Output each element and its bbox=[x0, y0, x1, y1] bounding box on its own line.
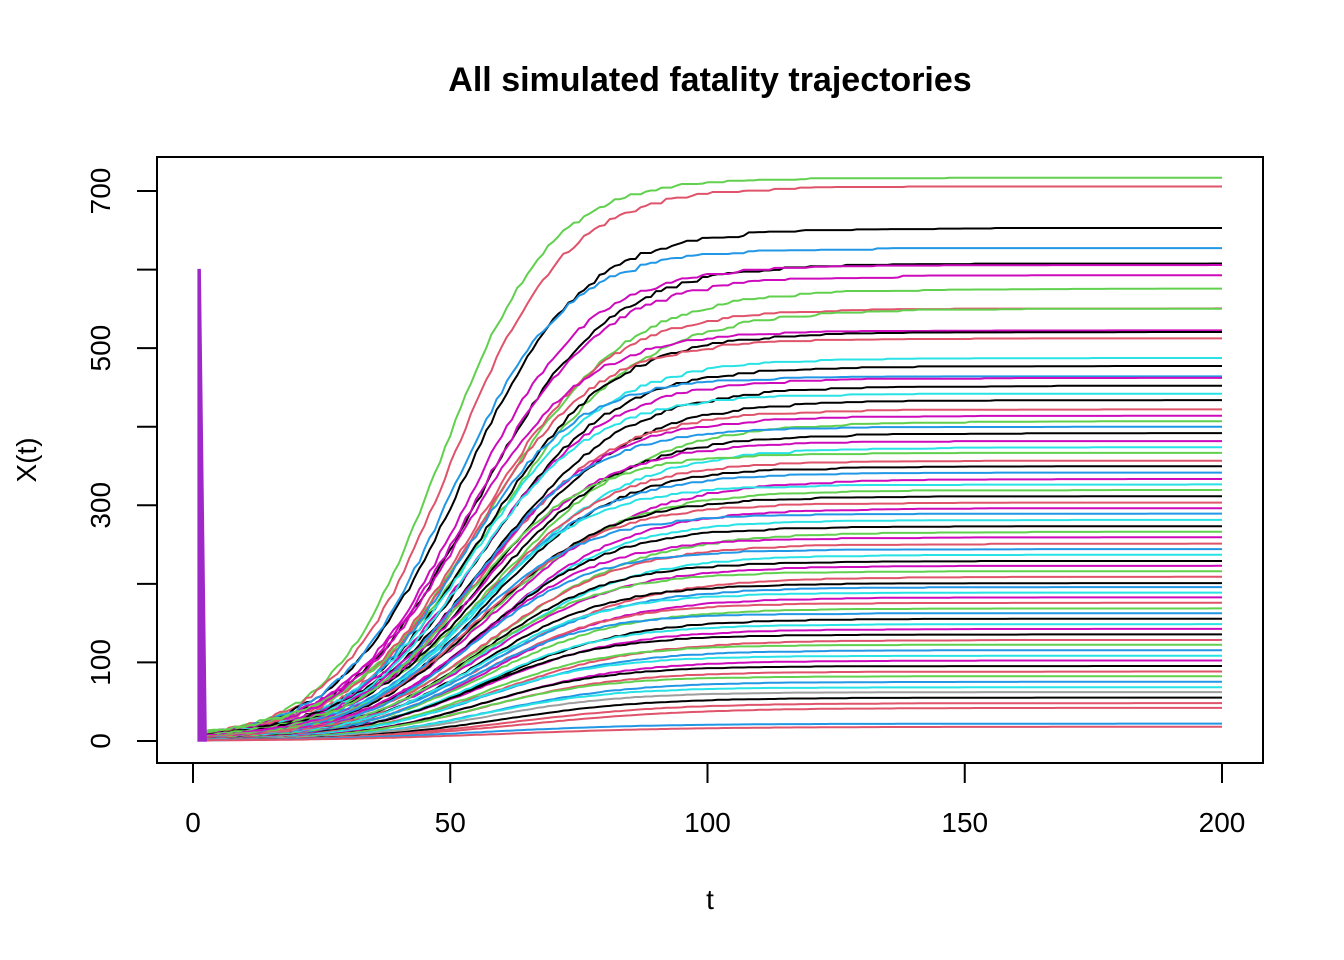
trajectory-line bbox=[198, 227, 1222, 734]
trajectory-line bbox=[198, 365, 1222, 738]
x-tick-label: 100 bbox=[684, 807, 731, 838]
trajectory-line bbox=[198, 247, 1222, 735]
trajectory-line bbox=[197, 570, 1222, 741]
trajectory-line bbox=[197, 264, 1222, 737]
trajectory-line bbox=[198, 471, 1222, 738]
trajectory-line bbox=[198, 392, 1222, 737]
trajectory-line bbox=[198, 725, 1222, 742]
trajectory-line bbox=[198, 722, 1222, 742]
initial-spike bbox=[197, 268, 207, 742]
trajectory-line bbox=[198, 512, 1222, 740]
trajectory-line bbox=[198, 375, 1222, 739]
trajectory-line bbox=[198, 654, 1222, 742]
x-tick-label: 0 bbox=[185, 807, 201, 838]
chart-title: All simulated fatality trajectories bbox=[448, 61, 971, 99]
trajectory-line bbox=[197, 536, 1222, 741]
x-axis: 0 50 100 150 200 bbox=[185, 762, 1246, 838]
y-tick-label: 300 bbox=[85, 482, 116, 529]
y-tick-label: 700 bbox=[85, 168, 116, 215]
y-tick-label: 500 bbox=[85, 325, 116, 372]
y-axis: 0 100 300 500 700 bbox=[85, 168, 158, 749]
trajectory-line bbox=[198, 414, 1222, 737]
trajectory-line bbox=[198, 638, 1223, 740]
trajectory-line bbox=[198, 274, 1222, 735]
x-axis-label: t bbox=[706, 884, 714, 915]
trajectory-line bbox=[198, 287, 1222, 735]
x-tick-label: 150 bbox=[941, 807, 988, 838]
trajectories bbox=[197, 176, 1223, 742]
x-tick-label: 200 bbox=[1199, 807, 1246, 838]
trajectory-line bbox=[198, 376, 1222, 738]
trajectory-line bbox=[198, 495, 1222, 740]
trajectory-line bbox=[198, 612, 1222, 741]
trajectory-line bbox=[198, 451, 1222, 738]
trajectory-line bbox=[198, 691, 1222, 742]
trajectory-line bbox=[198, 675, 1222, 742]
y-tick-label: 100 bbox=[85, 639, 116, 686]
trajectory-line bbox=[197, 483, 1222, 740]
trajectory-line bbox=[198, 548, 1222, 741]
y-tick-label: 0 bbox=[85, 733, 116, 749]
trajectory-line bbox=[198, 591, 1222, 741]
trajectory-line bbox=[198, 262, 1222, 734]
trajectory-line bbox=[198, 176, 1222, 735]
trajectory-line bbox=[198, 185, 1222, 735]
y-axis-label: X(t) bbox=[11, 437, 42, 482]
x-tick-label: 50 bbox=[435, 807, 466, 838]
trajectory-line bbox=[198, 633, 1222, 741]
trajectory-line bbox=[197, 432, 1222, 738]
trajectory-line bbox=[198, 329, 1222, 737]
trajectory-line bbox=[198, 307, 1222, 734]
